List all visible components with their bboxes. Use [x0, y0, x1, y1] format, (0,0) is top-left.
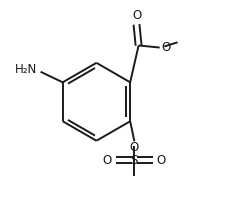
- Text: S: S: [131, 154, 138, 167]
- Text: O: O: [132, 9, 141, 22]
- Text: H₂N: H₂N: [15, 63, 37, 76]
- Text: O: O: [130, 141, 139, 154]
- Text: O: O: [157, 154, 166, 167]
- Text: O: O: [103, 154, 112, 167]
- Text: O: O: [161, 41, 170, 54]
